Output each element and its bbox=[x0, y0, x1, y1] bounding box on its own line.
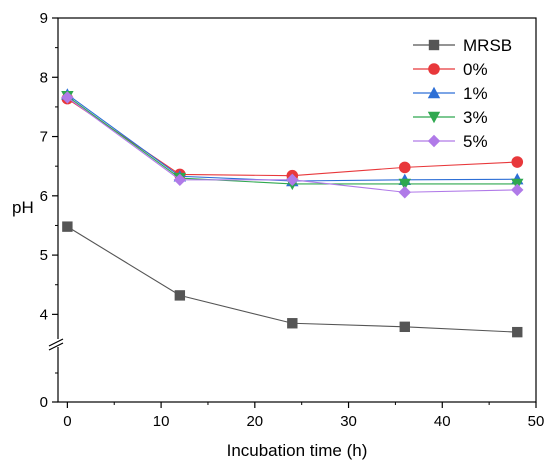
data-point bbox=[61, 91, 74, 104]
x-axis-title: Incubation time (h) bbox=[227, 441, 368, 460]
data-point bbox=[398, 178, 411, 191]
y-tick-label: 9 bbox=[40, 10, 48, 27]
legend-label: MRSB bbox=[463, 36, 512, 55]
legend-label: 0% bbox=[463, 60, 488, 79]
y-tick-label: 7 bbox=[40, 129, 48, 146]
series-line bbox=[67, 98, 518, 177]
legend-label: 1% bbox=[463, 84, 488, 103]
legend-marker bbox=[428, 39, 440, 51]
x-tick-label: 10 bbox=[153, 413, 170, 430]
y-tick-label: 5 bbox=[40, 247, 48, 264]
series-line bbox=[67, 226, 518, 333]
data-point bbox=[511, 183, 524, 197]
x-tick-label: 30 bbox=[340, 413, 357, 430]
legend-marker bbox=[427, 134, 441, 148]
x-tick-label: 50 bbox=[528, 413, 545, 430]
data-point bbox=[173, 173, 187, 187]
legend-marker bbox=[428, 63, 440, 75]
legend-item: 5% bbox=[413, 132, 488, 151]
legend-item: 0% bbox=[413, 60, 488, 79]
y-tick-label: 8 bbox=[40, 69, 48, 86]
data-point bbox=[398, 161, 411, 174]
legend-label: 5% bbox=[463, 132, 488, 151]
legend-marker bbox=[427, 86, 441, 99]
data-point bbox=[62, 221, 73, 232]
series-4 bbox=[61, 91, 524, 199]
series-0 bbox=[62, 221, 523, 338]
legend-marker bbox=[427, 111, 441, 124]
y-tick-label: 0 bbox=[40, 394, 48, 411]
y-tick-label: 4 bbox=[40, 306, 48, 323]
x-tick-label: 40 bbox=[434, 413, 451, 430]
y-axis-title: pH bbox=[12, 198, 34, 217]
plot-frame bbox=[57, 17, 537, 403]
y-tick-label: 6 bbox=[40, 188, 48, 205]
series-line bbox=[67, 94, 518, 182]
x-tick-label: 0 bbox=[63, 413, 71, 430]
series-1 bbox=[61, 92, 524, 182]
data-point bbox=[398, 186, 411, 199]
data-point bbox=[399, 321, 410, 333]
data-point bbox=[287, 318, 298, 329]
x-tick-label: 20 bbox=[246, 413, 263, 430]
legend-label: 3% bbox=[463, 108, 488, 127]
legend-item: 3% bbox=[413, 108, 488, 127]
legend-item: MRSB bbox=[413, 36, 512, 55]
data-point bbox=[511, 156, 524, 168]
legend-item: 1% bbox=[413, 84, 488, 103]
axis-break-mark bbox=[48, 338, 64, 347]
data-point bbox=[286, 173, 299, 187]
axis-break-mark bbox=[48, 342, 64, 351]
data-point bbox=[512, 326, 523, 338]
data-point bbox=[174, 290, 186, 301]
